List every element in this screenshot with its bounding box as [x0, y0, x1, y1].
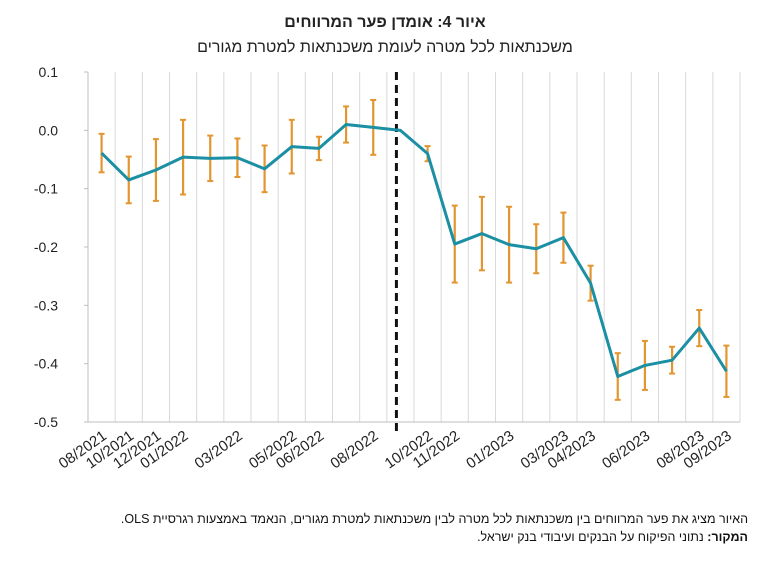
y-tick-label: -0.1: [34, 181, 58, 197]
y-tick-label: 0.1: [39, 64, 59, 80]
chart-title: איור 4: אומדן פער המרווחים: [284, 14, 485, 31]
y-tick-label: -0.3: [34, 297, 58, 313]
chart: איור 4: אומדן פער המרווחים משכנתאות לכל …: [34, 14, 741, 472]
y-tick-label: -0.2: [34, 239, 58, 255]
y-tick-label: 0.0: [39, 122, 59, 138]
x-tick-label: 03/2022: [192, 427, 246, 472]
y-tick-label: -0.5: [34, 414, 58, 430]
x-tick-label: 06/2023: [599, 427, 653, 472]
source-text: נתוני הפיקוח על הבנקים ועיבודי בנק ישראל…: [477, 530, 704, 544]
x-tick-label: 01/2023: [463, 427, 517, 472]
source-label: המקור:: [707, 530, 748, 544]
chart-subtitle: משכנתאות לכל מטרה לעומת משכנתאות למטרת מ…: [197, 38, 573, 56]
description: האיור מציג את פער המרווחים בין משכנתאות …: [120, 512, 748, 526]
x-tick-label: 08/2022: [327, 427, 381, 472]
y-tick-label: -0.4: [34, 356, 58, 372]
series-line: [100, 123, 728, 378]
source: המקור: נתוני הפיקוח על הבנקים ועיבודי בנ…: [477, 530, 748, 544]
